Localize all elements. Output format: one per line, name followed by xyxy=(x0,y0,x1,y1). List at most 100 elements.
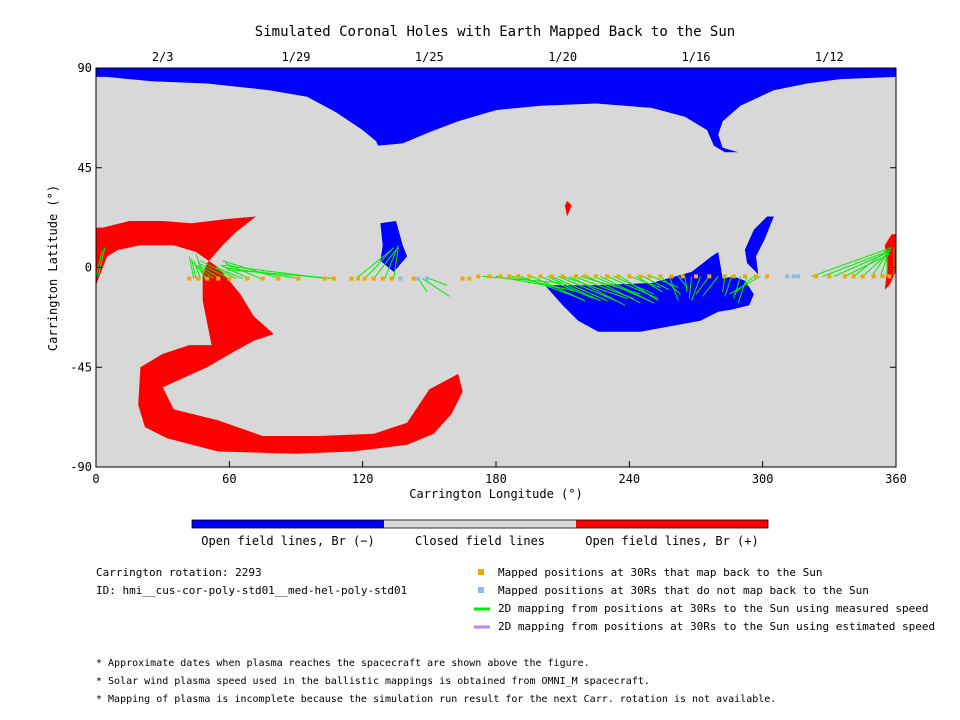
mapped-point xyxy=(331,276,336,281)
mapped-point xyxy=(467,276,472,281)
mapped-point xyxy=(887,274,892,279)
mapped-point xyxy=(516,274,521,279)
mapped-point xyxy=(227,276,232,281)
mapped-point xyxy=(460,276,465,281)
mapped-point xyxy=(680,274,685,279)
mapped-point xyxy=(851,274,856,279)
x-tick-label: 240 xyxy=(618,472,640,486)
mapped-point xyxy=(860,274,865,279)
coronal-hole-equatorial-hole-300 xyxy=(744,216,774,275)
mapping-line xyxy=(511,275,579,293)
axes: 0 60 120 180 240 300 360 90 45 0 -45 -90 xyxy=(70,61,907,486)
mapped-point xyxy=(371,276,376,281)
mapping-line xyxy=(691,276,701,301)
mapped-point xyxy=(638,274,643,279)
mapping-line xyxy=(871,253,888,277)
mapped-point xyxy=(605,274,610,279)
x-tick-label: 300 xyxy=(752,472,774,486)
mapped-point xyxy=(549,274,554,279)
mapping-line xyxy=(95,249,104,277)
colorbar-label: Open field lines, Br (−) xyxy=(201,534,374,548)
mapping-line xyxy=(668,276,679,301)
mapped-point xyxy=(476,274,481,279)
date-tick-label: 1/12 xyxy=(815,50,844,64)
legend-label: Mapped positions at 30Rs that map back t… xyxy=(498,566,823,579)
x-axis-label: Carrington Longitude (°) xyxy=(409,487,582,501)
mapping-line xyxy=(879,249,890,277)
mapping-line xyxy=(422,278,450,297)
y-axis-label: Carrington Latitude (°) xyxy=(46,185,60,351)
mapped-point xyxy=(627,274,632,279)
mapping-line xyxy=(737,276,748,304)
coronal-hole-southern-band xyxy=(96,216,463,454)
x-tick-label: 60 xyxy=(222,472,236,486)
unmapped-point xyxy=(425,276,430,281)
date-tick-label: 1/20 xyxy=(548,50,577,64)
mapped-point xyxy=(507,274,512,279)
mapping-line xyxy=(722,276,726,292)
mapped-point xyxy=(527,274,532,279)
mapped-point xyxy=(276,276,281,281)
run-id-text: ID: hmi__cus-cor-poly-std01__med-hel-pol… xyxy=(96,584,407,597)
mapped-point xyxy=(538,274,543,279)
unmapped-point xyxy=(416,276,421,281)
mapping-line xyxy=(227,269,337,280)
closed-field-background xyxy=(96,68,896,467)
y-tick-label: -90 xyxy=(70,460,92,474)
footnotes: * Approximate dates when plasma reaches … xyxy=(96,658,776,705)
plot-area xyxy=(95,68,896,467)
y-tick-label: 45 xyxy=(78,161,92,175)
mapped-point xyxy=(647,274,652,279)
unmapped-point xyxy=(791,274,796,279)
mapping-line xyxy=(188,256,195,279)
mapping-line xyxy=(520,275,581,300)
mapped-point xyxy=(731,274,736,279)
mapping-line xyxy=(729,275,761,295)
y-tick-label: 0 xyxy=(85,261,92,275)
mapped-point xyxy=(411,276,416,281)
footnote: * Solar wind plasma speed used in the ba… xyxy=(96,676,650,687)
mapping-line xyxy=(384,245,399,279)
colorbar-segment xyxy=(576,520,768,528)
mapped-point xyxy=(814,274,818,279)
mapping-line xyxy=(833,251,890,277)
colorbar-label: Closed field lines xyxy=(415,534,545,548)
mapping-line xyxy=(222,260,281,280)
mapped-point xyxy=(322,276,327,281)
x-tick-label: 0 xyxy=(92,472,99,486)
mapping-line xyxy=(540,275,594,299)
colorbar-segment xyxy=(192,520,384,528)
mapping-line xyxy=(651,275,679,288)
mapping-line xyxy=(195,264,215,279)
mapped-point xyxy=(842,274,847,279)
mapped-point xyxy=(594,274,598,279)
mapped-point xyxy=(487,274,492,279)
mapping-line xyxy=(215,267,243,280)
mapping-line xyxy=(733,275,755,295)
footnote: * Mapping of plasma is incomplete becaus… xyxy=(96,694,776,705)
mapping-line xyxy=(562,275,628,300)
mapping-line xyxy=(677,276,688,288)
legend-label: 2D mapping from positions at 30Rs to the… xyxy=(498,602,928,615)
mapping-line xyxy=(197,262,230,280)
mapping-line xyxy=(822,249,892,277)
date-tick-label: 1/25 xyxy=(415,50,444,64)
mapped-point xyxy=(356,276,361,281)
mapped-point xyxy=(669,274,674,279)
mapped-point xyxy=(260,276,265,281)
mapped-point xyxy=(196,276,201,281)
mapped-point xyxy=(498,274,503,279)
mapping-line xyxy=(642,275,670,291)
mapped-point xyxy=(245,276,250,281)
mapping-line xyxy=(364,247,395,279)
unmapped-point xyxy=(796,274,801,279)
mapped-point xyxy=(380,276,385,281)
mapped-point xyxy=(742,274,747,279)
mapping-line xyxy=(546,275,601,302)
date-tick-label: 1/16 xyxy=(682,50,711,64)
mapping-line xyxy=(531,275,586,302)
mapping-line xyxy=(635,275,663,293)
mapped-point xyxy=(658,274,663,279)
date-tick-labels: 2/3 1/29 1/25 1/20 1/16 1/12 xyxy=(152,50,844,73)
